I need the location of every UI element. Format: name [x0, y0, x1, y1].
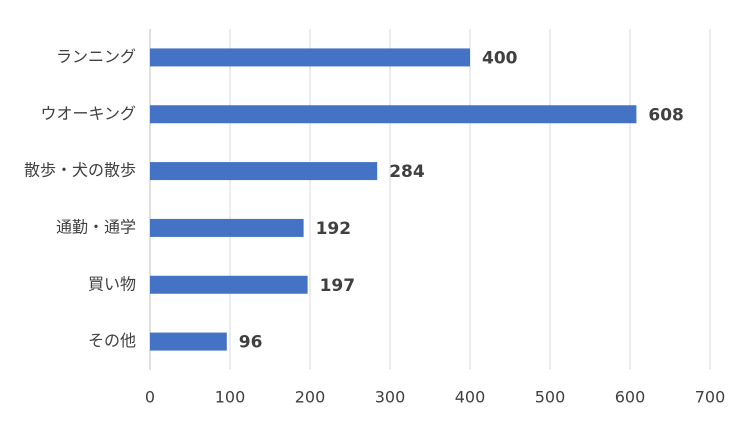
value-label: 197 [320, 276, 356, 296]
x-tick-label: 100 [215, 388, 246, 407]
x-tick-label: 400 [455, 388, 486, 407]
value-label: 192 [316, 219, 352, 239]
x-tick-label: 500 [535, 388, 566, 407]
value-label: 608 [648, 105, 684, 125]
bar [150, 162, 378, 181]
value-label: 96 [239, 333, 263, 353]
x-tick-label: 200 [295, 388, 326, 407]
bar [150, 332, 227, 351]
y-tick-label: ウオーキング [40, 104, 136, 123]
bar [150, 218, 304, 237]
x-tick-label: 700 [695, 388, 726, 407]
value-label: 400 [482, 48, 518, 68]
y-tick-label: 通勤・通学 [56, 217, 136, 236]
x-tick-label: 0 [145, 388, 155, 407]
y-tick-label: 散歩・犬の散歩 [24, 161, 136, 180]
bar [150, 48, 470, 67]
y-tick-label: ランニング [56, 47, 136, 66]
y-tick-label: その他 [88, 331, 136, 350]
bar [150, 275, 308, 294]
x-tick-label: 600 [615, 388, 646, 407]
value-label: 284 [389, 162, 425, 182]
x-tick-label: 300 [375, 388, 406, 407]
bar [150, 105, 637, 124]
y-tick-label: 買い物 [88, 274, 136, 293]
